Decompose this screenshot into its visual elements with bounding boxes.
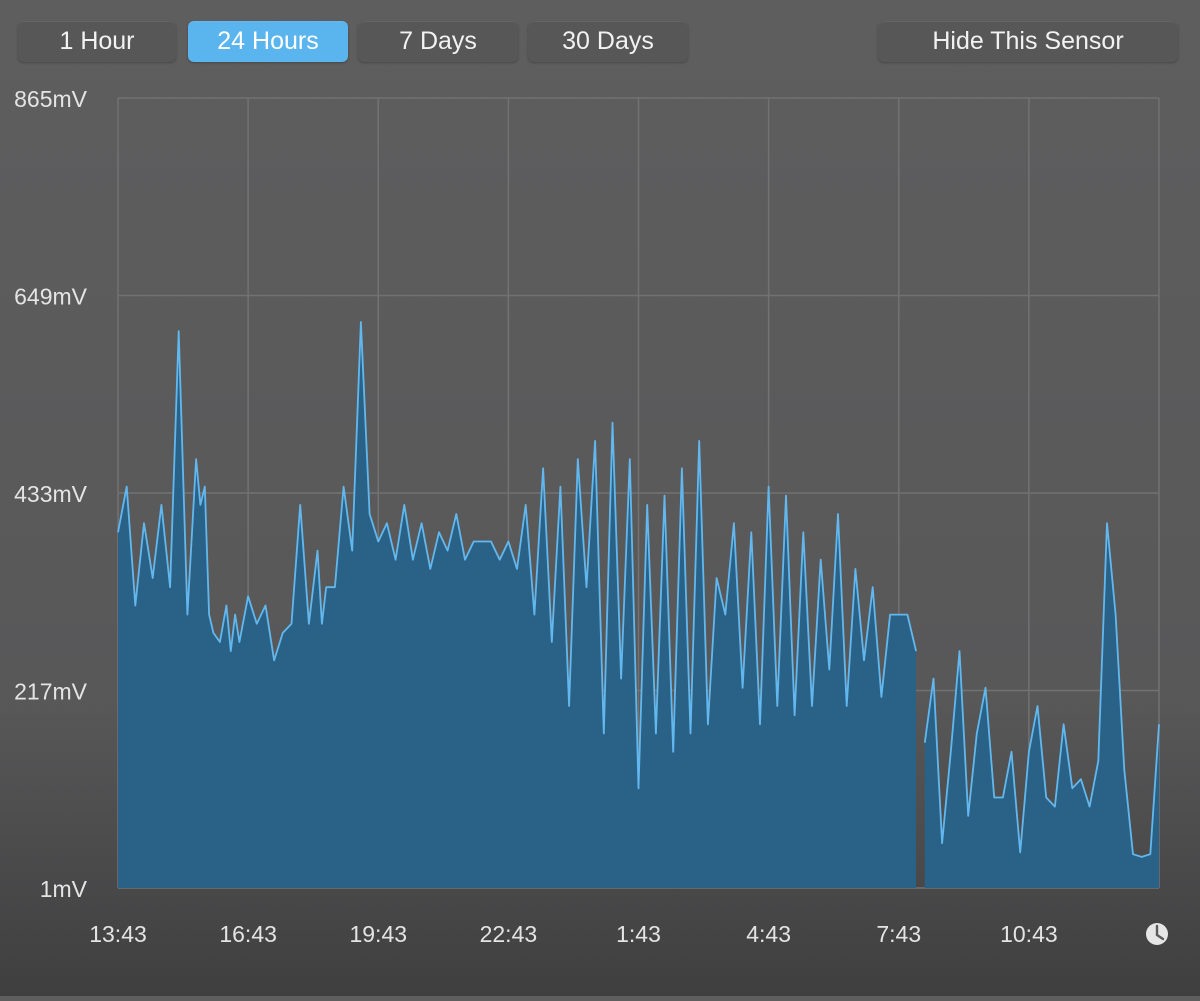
y-tick-label: 865mV bbox=[14, 86, 88, 112]
x-tick-label: 4:43 bbox=[746, 921, 791, 947]
chart-area-series bbox=[117, 321, 1160, 888]
x-axis-labels: 13:43 16:43 19:43 22:43 1:43 4:43 7:43 10:43 bbox=[89, 921, 1057, 947]
sensor-chart: 1mV 217mV 433mV 649mV 865mV 13:43 16:43 19:43 2… bbox=[0, 80, 1200, 996]
x-tick-label: 19:43 bbox=[349, 921, 407, 947]
y-tick-label: 433mV bbox=[14, 481, 88, 507]
chart-svg: 1mV 217mV 433mV 649mV 865mV 13:43 16:43 19:43 2… bbox=[14, 86, 1168, 947]
series-area-segment-0 bbox=[118, 322, 917, 888]
range-30-days-button[interactable]: 30 Days bbox=[528, 21, 688, 62]
x-tick-label: 7:43 bbox=[876, 921, 921, 947]
y-tick-label: 649mV bbox=[14, 284, 88, 310]
range-1-hour-button[interactable]: 1 Hour bbox=[18, 21, 176, 62]
range-24-hours-button[interactable]: 24 Hours bbox=[188, 21, 348, 62]
x-tick-label: 13:43 bbox=[89, 921, 147, 947]
toolbar: 1 Hour 24 Hours 7 Days 30 Days Hide This… bbox=[0, 0, 1200, 80]
series-line-segment-1 bbox=[923, 522, 1160, 858]
series-line-segment-0 bbox=[117, 321, 917, 790]
hide-sensor-button[interactable]: Hide This Sensor bbox=[878, 21, 1178, 62]
series-area-segment-1 bbox=[924, 523, 1159, 888]
y-axis-labels: 1mV 217mV 433mV 649mV 865mV bbox=[14, 86, 88, 902]
clock-icon[interactable] bbox=[1146, 923, 1168, 945]
y-tick-label: 217mV bbox=[14, 679, 88, 705]
range-7-days-button[interactable]: 7 Days bbox=[358, 21, 518, 62]
x-tick-label: 22:43 bbox=[480, 921, 538, 947]
x-tick-label: 1:43 bbox=[616, 921, 661, 947]
x-tick-label: 16:43 bbox=[219, 921, 277, 947]
y-tick-label: 1mV bbox=[40, 876, 88, 902]
x-tick-label: 10:43 bbox=[1000, 921, 1058, 947]
